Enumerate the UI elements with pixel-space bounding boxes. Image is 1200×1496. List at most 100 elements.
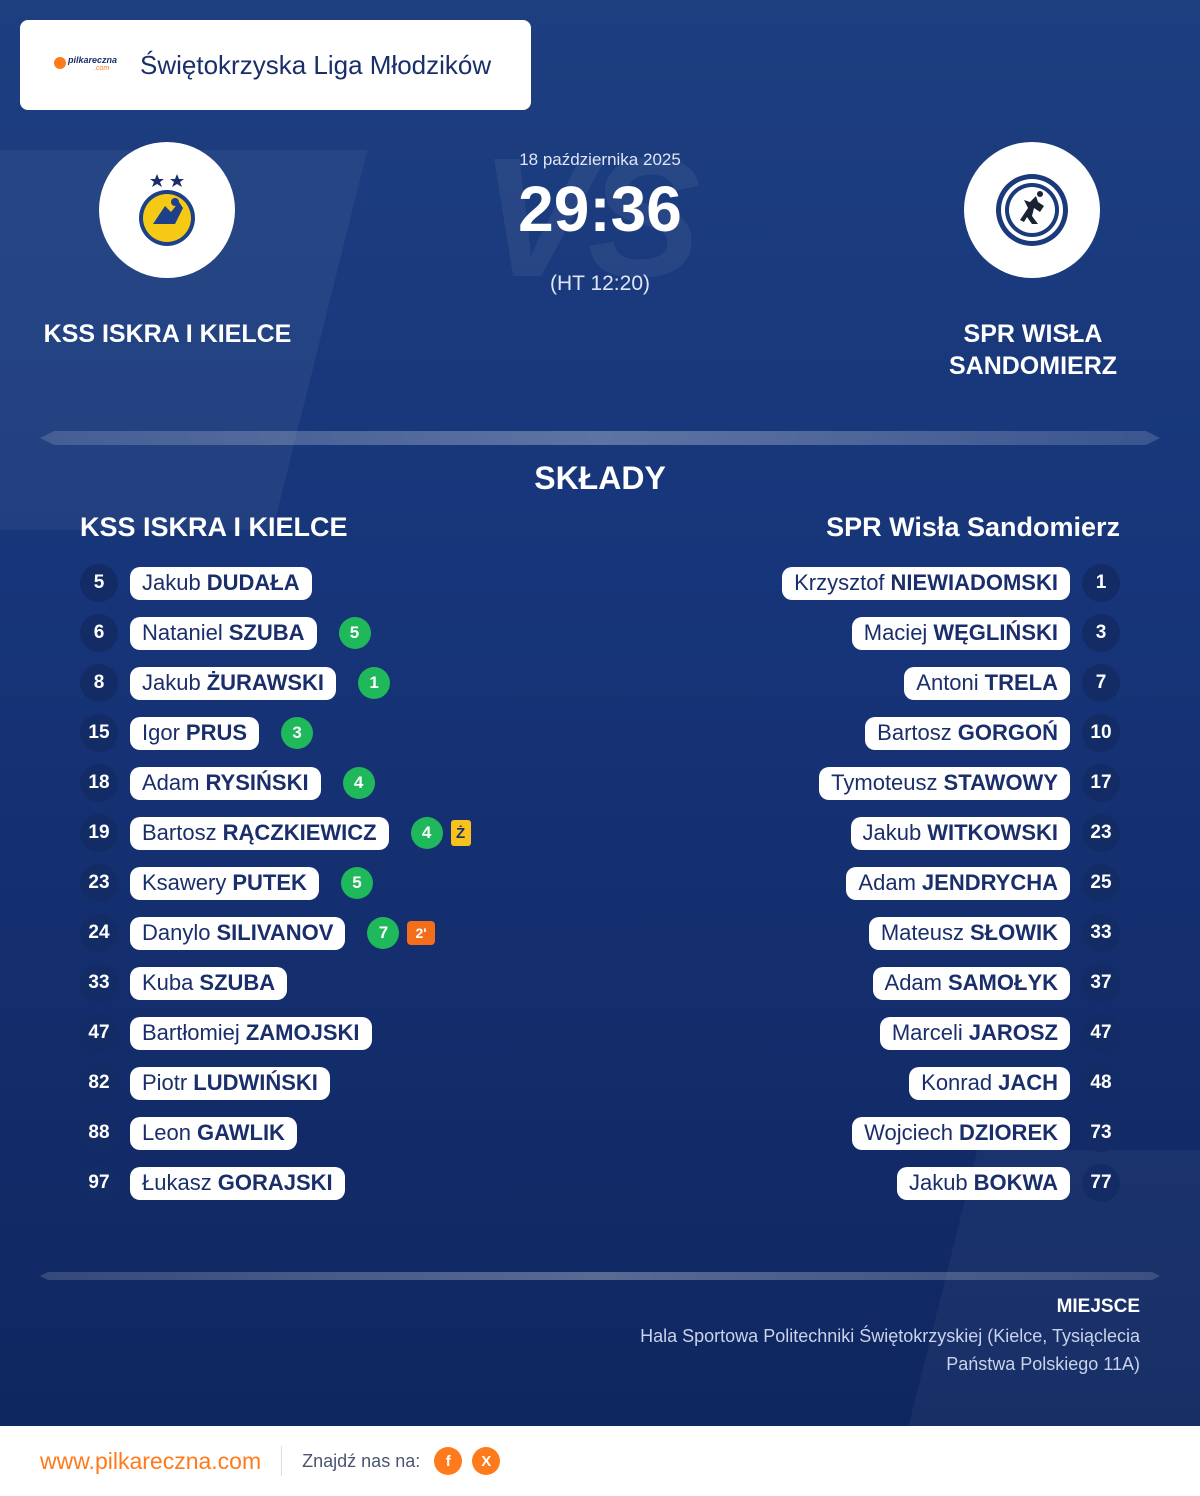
player-name[interactable]: Adam SAMOŁYK	[872, 966, 1070, 1000]
player-name[interactable]: Jakub DUDAŁA	[130, 566, 312, 600]
player-row: 18 Adam RYSIŃSKI 4	[80, 758, 471, 808]
goals-badge: 3	[281, 717, 314, 749]
goals-badge: 4	[342, 767, 375, 799]
venue-text: Hala Sportowa Politechniki Świętokrzyski…	[640, 1326, 1140, 1374]
wisla-crest-icon	[996, 174, 1068, 246]
player-first-name: Ksawery	[142, 870, 227, 895]
player-first-name: Krzysztof	[794, 570, 885, 595]
player-row: Jakub WITKOWSKI 23	[782, 808, 1120, 858]
player-first-name: Konrad	[921, 1070, 993, 1095]
player-name[interactable]: Łukasz GORAJSKI	[130, 1166, 345, 1200]
lineups-title: SKŁADY	[534, 460, 666, 496]
player-name[interactable]: Marceli JAROSZ	[879, 1016, 1070, 1050]
player-last-name: JACH	[998, 1070, 1058, 1095]
goals-badge: 5	[340, 867, 373, 899]
player-name[interactable]: Krzysztof NIEWIADOMSKI	[782, 566, 1070, 600]
logo-text: pilkareczna	[68, 55, 118, 65]
player-last-name: GORGOŃ	[957, 720, 1058, 745]
player-name[interactable]: Bartosz GORGOŃ	[865, 716, 1070, 750]
league-header: pilkareczna .com Świętokrzyska Liga Młod…	[20, 20, 531, 110]
website-link[interactable]: www.pilkareczna.com	[40, 1447, 262, 1474]
player-name[interactable]: Jakub BOKWA	[896, 1166, 1070, 1200]
player-last-name: SZUBA	[228, 620, 305, 645]
home-squad-title: KSS ISKRA I KIELCE	[80, 512, 348, 542]
player-row: 19 Bartosz RĄCZKIEWICZ 4 Ż	[80, 808, 471, 858]
player-row: 15 Igor PRUS 3	[80, 708, 471, 758]
player-row: Konrad JACH 48	[782, 1058, 1120, 1108]
shirt-number: 15	[80, 714, 118, 752]
player-first-name: Maciej	[863, 620, 928, 645]
player-name[interactable]: Mateusz SŁOWIK	[868, 916, 1070, 950]
home-roster: 5 Jakub DUDAŁA 6 Nataniel SZUBA 5 8 Jakub ŻURAWSK…	[80, 558, 471, 1208]
player-last-name: ŻURAWSKI	[206, 670, 325, 695]
player-first-name: Mateusz	[880, 920, 964, 945]
player-name[interactable]: Nataniel SZUBA	[130, 616, 317, 650]
site-logo[interactable]: pilkareczna .com	[50, 50, 122, 80]
x-icon[interactable]: X	[472, 1447, 501, 1475]
match-date: 18 października 2025	[519, 150, 681, 169]
player-name[interactable]: Leon GAWLIK	[130, 1116, 297, 1150]
shirt-number: 24	[80, 914, 118, 952]
player-name[interactable]: Ksawery PUTEK	[130, 866, 319, 900]
player-name[interactable]: Bartosz RĄCZKIEWICZ	[130, 816, 389, 850]
player-last-name: TRELA	[984, 670, 1058, 695]
player-name[interactable]: Tymoteusz STAWOWY	[819, 766, 1070, 800]
player-name[interactable]: Piotr LUDWIŃSKI	[130, 1066, 330, 1100]
player-last-name: NIEWIADOMSKI	[890, 570, 1058, 595]
home-team-crest	[99, 142, 235, 278]
player-last-name: SAMOŁYK	[948, 970, 1058, 995]
shirt-number: 73	[1082, 1114, 1120, 1152]
player-row: Krzysztof NIEWIADOMSKI 1	[782, 558, 1120, 608]
player-last-name: ZAMOJSKI	[245, 1020, 360, 1045]
player-last-name: WITKOWSKI	[927, 820, 1058, 845]
player-first-name: Jakub	[908, 1170, 968, 1195]
player-name[interactable]: Jakub WITKOWSKI	[850, 816, 1070, 850]
player-first-name: Bartosz	[877, 720, 952, 745]
player-row: Mateusz SŁOWIK 33	[782, 908, 1120, 958]
player-last-name: PUTEK	[232, 870, 307, 895]
player-first-name: Łukasz	[142, 1170, 212, 1195]
player-row: 97 Łukasz GORAJSKI	[80, 1158, 471, 1208]
player-name[interactable]: Adam RYSIŃSKI	[130, 766, 321, 800]
shirt-number: 17	[1082, 764, 1120, 802]
goals-badge: 7	[367, 917, 400, 949]
shirt-number: 47	[80, 1014, 118, 1052]
away-roster: Krzysztof NIEWIADOMSKI 1 Maciej WĘGLIŃSKI 3 An…	[782, 558, 1120, 1208]
player-name[interactable]: Antoni TRELA	[904, 666, 1070, 700]
player-name[interactable]: Jakub ŻURAWSKI	[130, 666, 337, 700]
player-name[interactable]: Maciej WĘGLIŃSKI	[851, 616, 1070, 650]
player-name[interactable]: Igor PRUS	[130, 716, 260, 750]
player-name[interactable]: Danylo SILIVANOV	[130, 916, 346, 950]
player-first-name: Jakub	[142, 570, 201, 595]
player-name[interactable]: Wojciech DZIOREK	[852, 1116, 1070, 1150]
player-first-name: Bartłomiej	[142, 1020, 240, 1045]
player-row: Adam SAMOŁYK 37	[782, 958, 1120, 1008]
away-team-name-line2: SANDOMIERZ	[948, 352, 1118, 380]
iskra-crest-icon	[139, 174, 195, 246]
player-name[interactable]: Adam JENDRYCHA	[846, 866, 1070, 900]
player-first-name: Nataniel	[142, 620, 223, 645]
player-last-name: GAWLIK	[196, 1120, 285, 1145]
shirt-number: 18	[80, 764, 118, 802]
player-row: Marceli JAROSZ 47	[782, 1008, 1120, 1058]
player-last-name: GORAJSKI	[217, 1170, 333, 1195]
player-row: Wojciech DZIOREK 73	[782, 1108, 1120, 1158]
player-last-name: STAWOWY	[943, 770, 1058, 795]
goals-badge: 5	[338, 617, 371, 649]
yellow-card-badge: Ż	[450, 820, 471, 846]
player-first-name: Tymoteusz	[831, 770, 938, 795]
player-row: 33 Kuba SZUBA	[80, 958, 471, 1008]
player-first-name: Jakub	[142, 670, 201, 695]
shirt-number: 37	[1082, 964, 1120, 1002]
player-first-name: Wojciech	[864, 1120, 953, 1145]
player-first-name: Marceli	[891, 1020, 963, 1045]
find-us-label: Znajdź nas na:	[302, 1450, 421, 1471]
player-name[interactable]: Konrad JACH	[909, 1066, 1070, 1100]
player-first-name: Igor	[142, 720, 180, 745]
shirt-number: 88	[80, 1114, 118, 1152]
player-name[interactable]: Bartłomiej ZAMOJSKI	[130, 1016, 372, 1050]
player-last-name: JENDRYCHA	[921, 870, 1058, 895]
facebook-icon[interactable]: f	[434, 1447, 463, 1475]
away-squad-title: SPR Wisła Sandomierz	[826, 512, 1120, 542]
player-name[interactable]: Kuba SZUBA	[130, 966, 288, 1000]
